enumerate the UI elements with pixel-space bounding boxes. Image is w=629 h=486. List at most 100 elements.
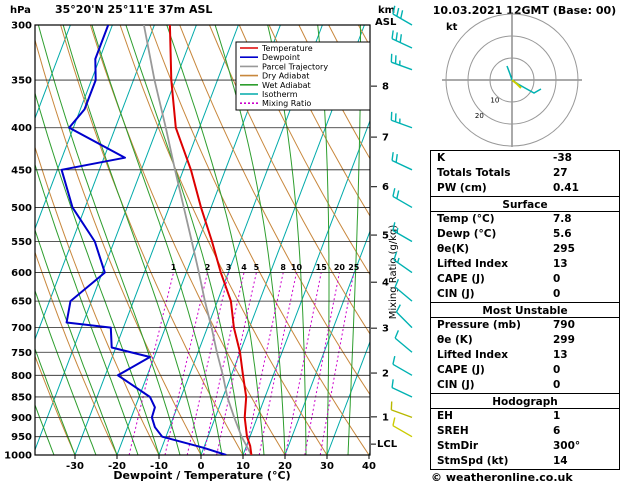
lcl-label: LCL [377, 439, 398, 450]
stat-row: StmSpd (kt) 14 [431, 454, 619, 469]
section-header-hodograph: Hodograph [431, 393, 619, 409]
stat-label: CIN (J) [437, 288, 475, 300]
wind-barb [392, 222, 413, 243]
section-header-surface: Surface [431, 196, 619, 212]
svg-text:350: 350 [11, 76, 32, 87]
wind-barb [391, 30, 413, 49]
svg-text:-10: -10 [150, 461, 168, 472]
stat-label: SREH [437, 425, 469, 437]
svg-text:0: 0 [198, 461, 205, 472]
stat-row: θe (K) 299 [431, 333, 619, 348]
mixing-ratio-axis-label: Mixing Ratio (g/kg) [388, 225, 399, 320]
svg-text:Mixing Ratio: Mixing Ratio [262, 99, 311, 108]
wind-barb [394, 330, 413, 353]
stat-label: Totals Totals [437, 167, 511, 179]
svg-text:-30: -30 [66, 461, 84, 472]
svg-text:400: 400 [11, 123, 32, 134]
stat-label: CIN (J) [437, 379, 475, 391]
stat-value: 5.6 [553, 228, 572, 240]
stat-row: Lifted Index 13 [431, 257, 619, 272]
copyright-link[interactable]: © weatheronline.co.uk [431, 471, 573, 484]
wind-barb [392, 5, 413, 26]
stat-value: 0 [553, 288, 561, 300]
stat-row: CAPE (J) 0 [431, 272, 619, 287]
svg-text:20: 20 [278, 461, 292, 472]
date-title: 10.03.2021 12GMT (Base: 00) [432, 4, 617, 17]
stat-row: θe(K) 295 [431, 242, 619, 257]
svg-text:4: 4 [241, 263, 247, 272]
stat-row: CAPE (J) 0 [431, 363, 619, 378]
stat-value: 6 [553, 425, 561, 437]
pressure-unit-label: hPa [10, 5, 31, 16]
svg-text:10: 10 [291, 263, 303, 272]
stat-row: StmDir 300° [431, 439, 619, 454]
svg-text:10: 10 [236, 461, 250, 472]
stat-label: PW (cm) [437, 182, 487, 194]
stat-row: PW (cm) 0.41 [431, 181, 619, 196]
stat-label: StmSpd (kt) [437, 455, 509, 467]
svg-text:4: 4 [382, 278, 389, 289]
svg-text:850: 850 [11, 392, 32, 403]
stat-label: Lifted Index [437, 349, 508, 361]
wind-barb [393, 251, 413, 274]
wind-barb [394, 278, 413, 302]
svg-text:2: 2 [205, 263, 211, 272]
stat-row: SREH 6 [431, 424, 619, 439]
stat-label: Lifted Index [437, 258, 508, 270]
temperature-axis: -30 -20 -10 0 10 20 30 40 [66, 455, 376, 472]
svg-text:3: 3 [226, 263, 232, 272]
stat-row: Dewp (°C) 5.6 [431, 227, 619, 242]
stat-value: 790 [553, 319, 575, 331]
svg-text:Wet Adiabat: Wet Adiabat [262, 81, 311, 90]
svg-text:Isotherm: Isotherm [262, 90, 298, 99]
svg-text:8: 8 [280, 263, 286, 272]
stat-row: Lifted Index 13 [431, 348, 619, 363]
km-asl-axis: 8 7 6 5 4 3 2 1 [371, 82, 389, 445]
svg-text:1: 1 [382, 412, 389, 423]
svg-text:1000: 1000 [4, 451, 32, 462]
stat-row: Totals Totals 27 [431, 166, 619, 181]
svg-text:950: 950 [11, 432, 32, 443]
temperature-curve [168, 25, 253, 455]
svg-text:650: 650 [11, 297, 32, 308]
stat-value: -38 [553, 152, 572, 164]
stat-value: 299 [553, 334, 575, 346]
svg-text:550: 550 [11, 237, 32, 248]
stat-value: 0 [553, 273, 561, 285]
stat-value: 14 [553, 455, 568, 467]
stat-value: 0 [553, 364, 561, 376]
svg-text:Parcel Trajectory: Parcel Trajectory [262, 62, 328, 71]
stat-value: 0 [553, 379, 561, 391]
svg-text:5: 5 [382, 231, 389, 242]
dewpoint-curve [60, 25, 227, 455]
svg-text:25: 25 [348, 263, 360, 272]
skewt-plot: hPa 35°20'N 25°11'E 37m ASL km ASL Dewpo… [4, 3, 413, 482]
station-title: 35°20'N 25°11'E 37m ASL [55, 3, 212, 16]
stat-value: 300° [553, 440, 581, 452]
plot-frame [34, 24, 371, 456]
wind-barb [395, 304, 413, 329]
stat-value: 0.41 [553, 182, 579, 194]
stat-row: K -38 [431, 151, 619, 166]
svg-text:1: 1 [171, 263, 177, 272]
pressure-gridlines: 300 350 400 450 500 550 600 650 700 750 800 850 900 9… [4, 21, 370, 462]
wind-barb [390, 401, 413, 419]
wind-barb [390, 53, 413, 71]
stat-label: EH [437, 410, 453, 422]
hodograph-ring-label: 20 [475, 112, 484, 120]
stat-label: CAPE (J) [437, 364, 485, 376]
stat-label: Dewp (°C) [437, 228, 497, 240]
svg-text:15: 15 [316, 263, 328, 272]
wind-barb [390, 111, 413, 129]
svg-text:-20: -20 [108, 461, 126, 472]
mixing-ratio-labels: 1 2 3 4 5 8 10 15 20 25 [171, 263, 360, 272]
stat-value: 1 [553, 410, 561, 422]
wind-barb [392, 355, 413, 376]
parcel-trajectory-curve [143, 25, 253, 455]
stat-row: Pressure (mb) 790 [431, 318, 619, 333]
km-axis-label: km [378, 5, 395, 16]
asl-axis-label: ASL [375, 17, 397, 28]
svg-text:20: 20 [334, 263, 346, 272]
